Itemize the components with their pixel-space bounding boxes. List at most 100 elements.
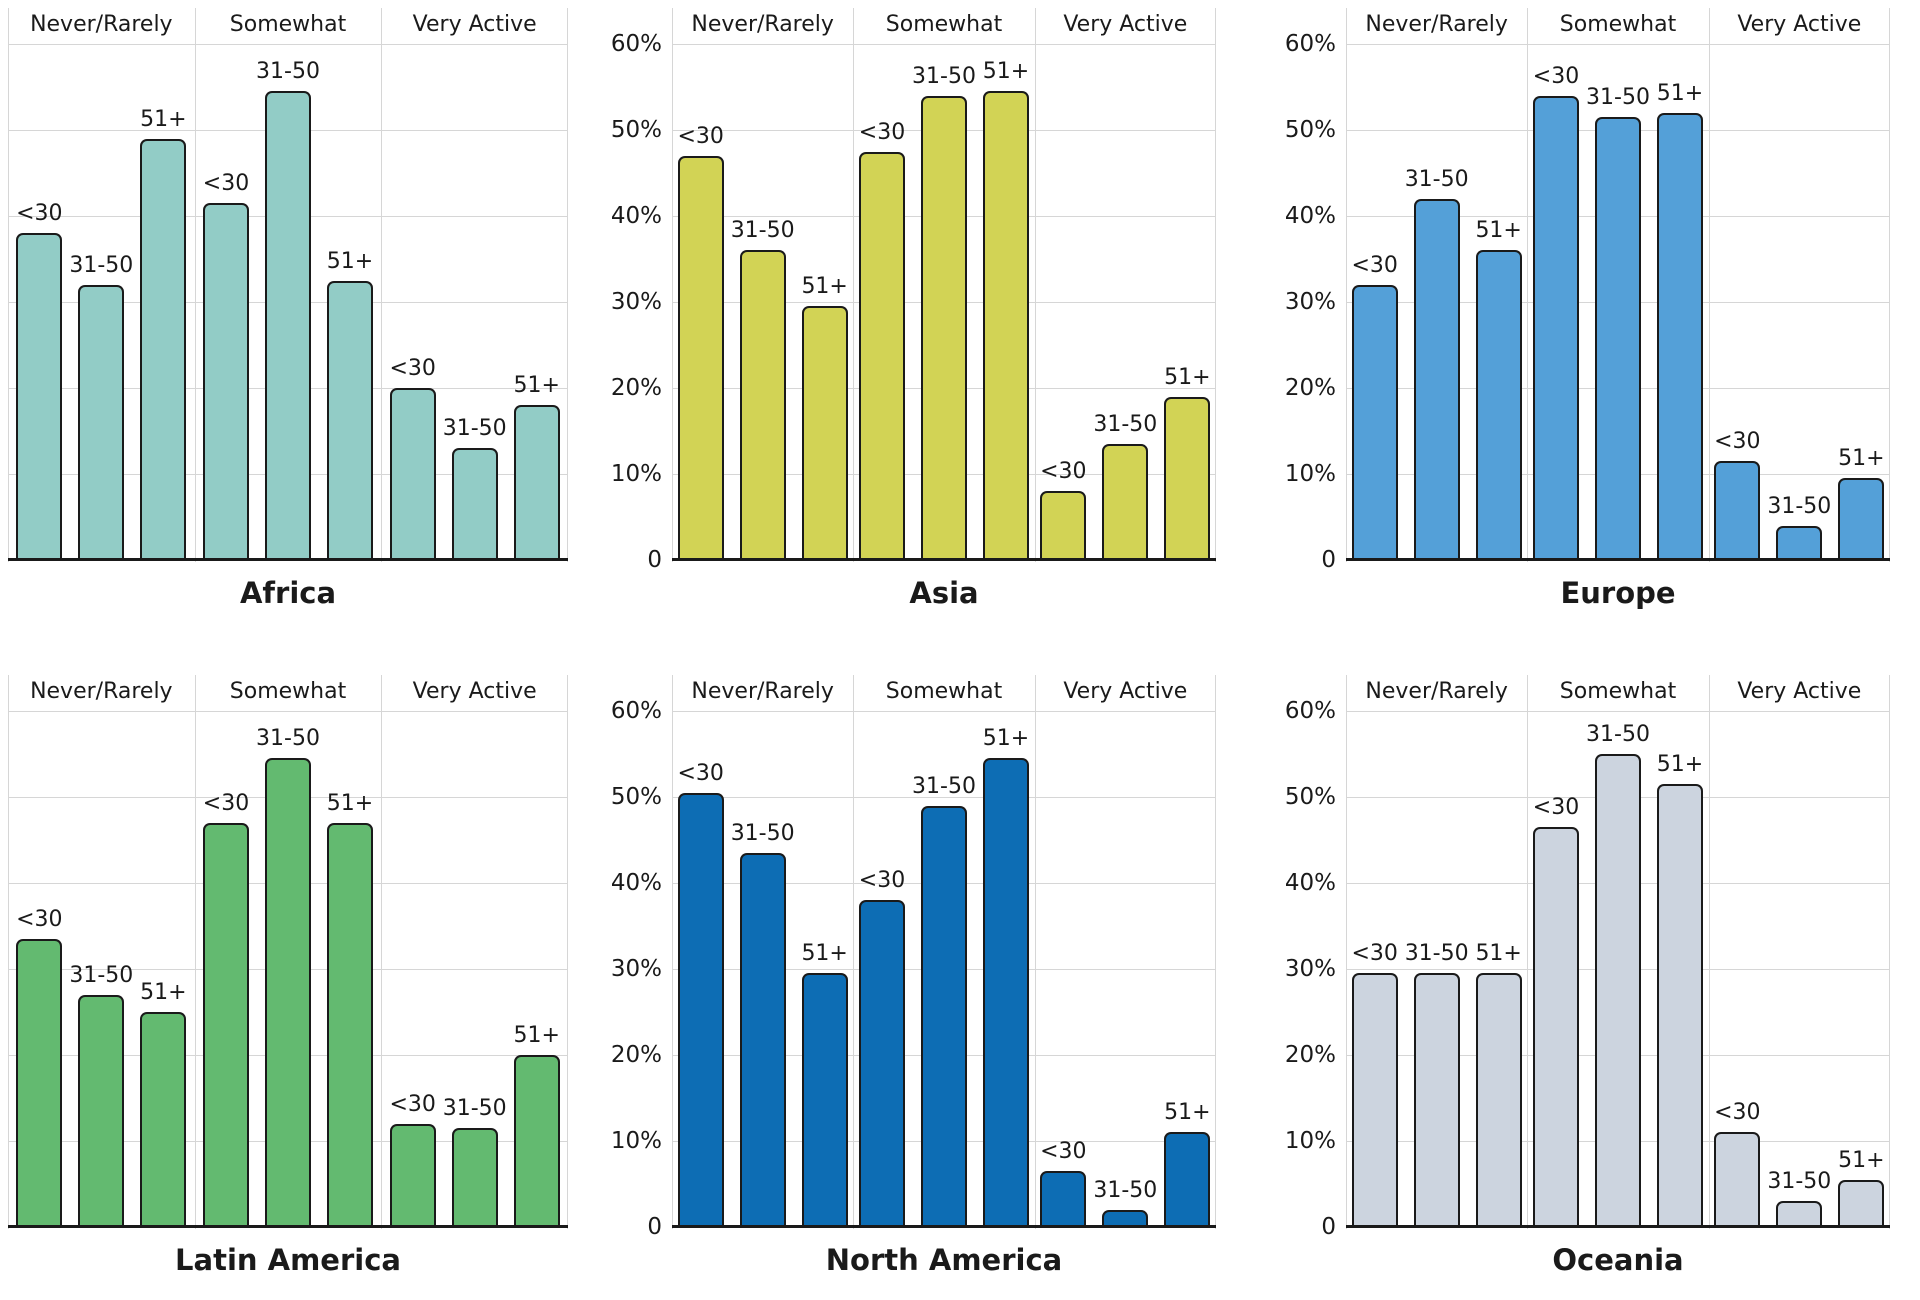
bar-asia-very-active-31-50 bbox=[1102, 443, 1149, 560]
plot-frame-line bbox=[8, 8, 9, 562]
y-axis-oceania: 60% 50% 40% 30% 20% 10% 0 bbox=[1216, 675, 1346, 1240]
category-header-never-rarely: Never/Rarely bbox=[30, 679, 173, 704]
panel-title-asia: Asia bbox=[909, 576, 979, 610]
bar-slot: 31-50 bbox=[443, 1096, 507, 1227]
y-axis-tick-label: 60% bbox=[610, 698, 662, 724]
bar-north-america-never-rarely-30 bbox=[677, 792, 724, 1227]
bar-africa-very-active-31-50 bbox=[451, 448, 498, 560]
y-axis-tick-label: 50% bbox=[1284, 784, 1336, 810]
group-separator-line bbox=[1708, 8, 1710, 562]
bar-group-never-rarely: <30 31-50 51+ bbox=[8, 675, 195, 1227]
bar-age-label: 51+ bbox=[1838, 1147, 1885, 1173]
y-axis-tick-label: 40% bbox=[610, 870, 662, 896]
bar-slot: 31-50 bbox=[912, 64, 976, 560]
y-axis-tick-label: 20% bbox=[610, 375, 662, 401]
bar-group-very-active: <30 31-50 51+ bbox=[1035, 8, 1216, 560]
bar-slot: 31-50 bbox=[256, 726, 320, 1227]
bar-age-label: 31-50 bbox=[1404, 166, 1469, 192]
bar-north-america-somewhat-51 bbox=[982, 758, 1029, 1227]
bar-age-label: <30 bbox=[677, 123, 724, 149]
plot-frame-line bbox=[1889, 675, 1890, 1229]
bar-europe-never-rarely-31-50 bbox=[1413, 198, 1460, 560]
bar-slot: 51+ bbox=[1838, 446, 1885, 560]
bar-group-very-active: <30 31-50 51+ bbox=[1709, 8, 1890, 560]
bar-age-label: 31-50 bbox=[1093, 1177, 1158, 1203]
bar-age-label: <30 bbox=[1714, 429, 1761, 455]
bar-group-very-active: <30 31-50 51+ bbox=[381, 675, 568, 1227]
bar-groups: <30 31-50 51+ <30 31-50 51+ <30 31-50 51+ bbox=[672, 675, 1216, 1227]
bar-group-somewhat: <30 31-50 51+ bbox=[1527, 8, 1708, 560]
y-axis-tick-label: 10% bbox=[1284, 461, 1336, 487]
bar-group-somewhat: <30 31-50 51+ bbox=[195, 675, 382, 1227]
category-header-row: Never/Rarely Somewhat Very Active bbox=[672, 675, 1216, 711]
bar-age-label: 31-50 bbox=[730, 820, 795, 846]
plot-frame-line bbox=[567, 675, 568, 1229]
bar-age-label: 51+ bbox=[326, 248, 374, 274]
bar-asia-never-rarely-31-50 bbox=[739, 250, 786, 560]
x-axis-baseline bbox=[672, 1225, 1216, 1228]
category-header-row: Never/Rarely Somewhat Very Active bbox=[8, 675, 568, 711]
bar-group-very-active: <30 31-50 51+ bbox=[1709, 675, 1890, 1227]
bar-age-label: 31-50 bbox=[1404, 941, 1469, 967]
bar-slot: <30 bbox=[16, 907, 63, 1227]
chart-row-top: Never/Rarely Somewhat Very Active <30 31-50 5… bbox=[8, 8, 1920, 610]
category-header-very-active: Very Active bbox=[1737, 679, 1862, 704]
category-header-very-active: Very Active bbox=[1063, 12, 1188, 37]
bar-europe-very-active-30 bbox=[1714, 461, 1761, 560]
category-header-never-rarely: Never/Rarely bbox=[1365, 679, 1508, 704]
gridline bbox=[672, 797, 1216, 798]
bar-africa-very-active-30 bbox=[389, 388, 436, 560]
group-separator-line bbox=[853, 8, 855, 562]
bar-groups: <30 31-50 51+ <30 31-50 51+ <30 31-50 51+ bbox=[1346, 8, 1890, 560]
gridline bbox=[8, 711, 568, 712]
bar-age-label: 51+ bbox=[140, 106, 187, 132]
bar-age-label: 51+ bbox=[326, 790, 374, 816]
bar-slot: 51+ bbox=[1475, 218, 1522, 560]
bar-north-america-somewhat-31-50 bbox=[920, 805, 967, 1227]
plot-frame-line bbox=[1346, 675, 1347, 1229]
bar-slot: 51+ bbox=[513, 373, 560, 560]
category-header-row: Never/Rarely Somewhat Very Active bbox=[8, 8, 568, 44]
y-axis-zero-label: 0 bbox=[1321, 1214, 1336, 1240]
bar-slot: <30 bbox=[1351, 941, 1398, 1227]
x-axis-baseline bbox=[8, 1225, 568, 1228]
bar-europe-somewhat-31-50 bbox=[1594, 117, 1641, 560]
bar-age-label: 51+ bbox=[982, 726, 1030, 752]
bar-age-label: 51+ bbox=[140, 980, 187, 1005]
bar-slot: 51+ bbox=[1475, 941, 1522, 1227]
bar-age-label: <30 bbox=[1351, 941, 1398, 967]
x-axis-baseline bbox=[672, 558, 1216, 561]
bar-oceania-never-rarely-51 bbox=[1475, 973, 1522, 1227]
chart-cell-north-america: 60% 50% 40% 30% 20% 10% 0 Never/Rarely Somewhat V… bbox=[568, 675, 1216, 1277]
bar-group-somewhat: <30 31-50 51+ bbox=[853, 8, 1034, 560]
bar-slot: <30 bbox=[1351, 253, 1398, 560]
y-axis-tick-label: 40% bbox=[1284, 870, 1336, 896]
bar-slot: 51+ bbox=[327, 791, 373, 1227]
bar-slot: 51+ bbox=[513, 1023, 560, 1227]
bar-slot: <30 bbox=[16, 201, 63, 560]
bar-slot: 31-50 bbox=[256, 59, 320, 560]
group-separator-line bbox=[1034, 675, 1036, 1229]
group-separator-line bbox=[194, 8, 196, 562]
bar-slot: 51+ bbox=[1164, 1100, 1211, 1227]
bar-latin-america-never-rarely-51 bbox=[140, 1012, 187, 1227]
bar-age-label: <30 bbox=[1040, 1139, 1087, 1165]
bar-north-america-somewhat-30 bbox=[858, 900, 905, 1227]
bar-group-very-active: <30 31-50 51+ bbox=[381, 8, 568, 560]
bar-africa-never-rarely-51 bbox=[140, 138, 187, 560]
bar-age-label: 31-50 bbox=[442, 1096, 507, 1122]
category-header-never-rarely: Never/Rarely bbox=[691, 679, 834, 704]
y-axis-tick-label: 10% bbox=[610, 1128, 662, 1154]
bar-slot: 51+ bbox=[1164, 365, 1211, 560]
panel-title-latin-america: Latin America bbox=[175, 1243, 401, 1277]
bar-age-label: 51+ bbox=[801, 274, 848, 300]
plot-frame-line bbox=[567, 8, 568, 562]
plot-area-latin-america: Never/Rarely Somewhat Very Active <30 31-50 5… bbox=[8, 675, 568, 1229]
bar-oceania-very-active-31-50 bbox=[1776, 1201, 1823, 1227]
x-axis-baseline bbox=[1346, 1225, 1890, 1228]
bar-africa-very-active-51 bbox=[513, 405, 560, 560]
bar-group-somewhat: <30 31-50 51+ bbox=[853, 675, 1034, 1227]
y-axis-tick-label: 50% bbox=[610, 784, 662, 810]
bar-age-label: 51+ bbox=[513, 1023, 560, 1048]
bar-groups: <30 31-50 51+ <30 31-50 51+ <30 31-50 51+ bbox=[8, 675, 568, 1227]
